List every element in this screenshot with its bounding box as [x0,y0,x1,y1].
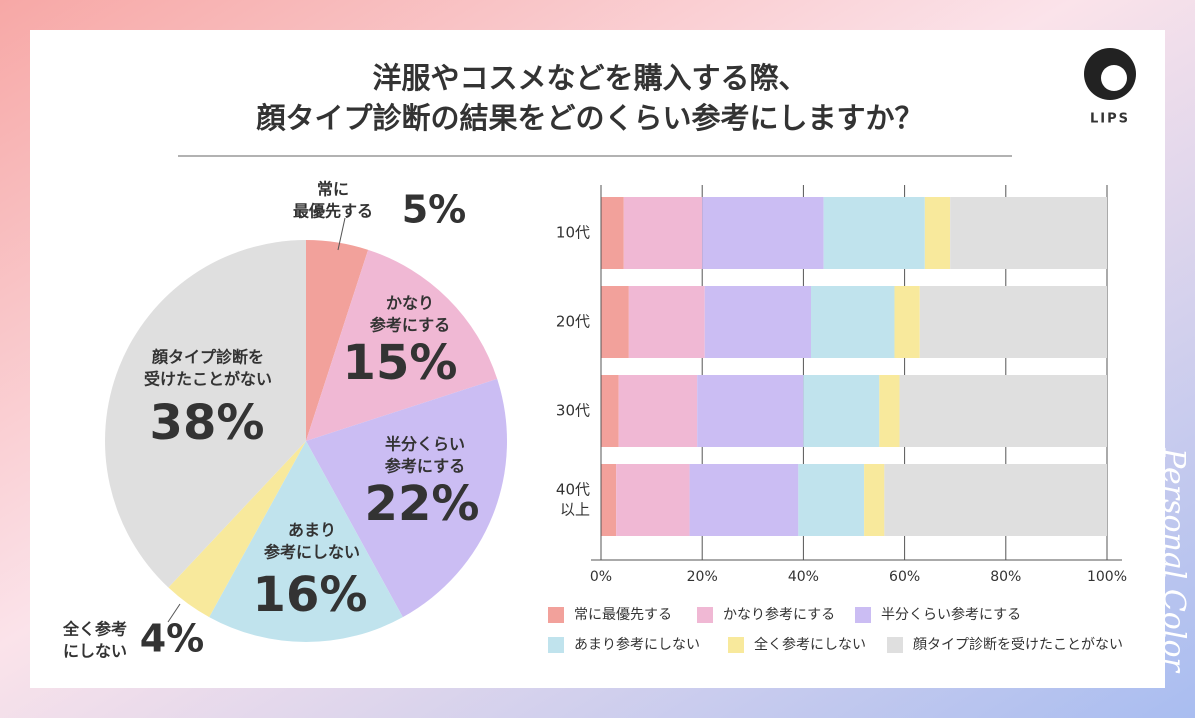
bar-segment [601,197,624,269]
slice-value-label: 15% [343,335,458,391]
slice-label: 参考にする [370,316,450,335]
bar-segment [864,464,885,536]
legend-label: あまり参考にしない [574,636,700,653]
slice-label: 顔タイプ診断を [151,348,264,367]
slice-label: 半分くらい [385,435,465,454]
slice-label: 受けたことがない [144,370,272,389]
bar-segment [899,375,1107,447]
pie-slice [168,441,306,618]
bar-segment [879,375,900,447]
slice-label: 最優先する [293,202,373,221]
bar-segment [950,197,1107,269]
legend-label: かなり参考にする [723,606,835,623]
legend-swatch [728,637,744,653]
x-tick-label: 100% [1087,569,1127,585]
legend-label: 常に最優先する [574,607,672,623]
legend-swatch [887,637,903,653]
x-tick-label: 80% [990,569,1021,585]
x-tick-label: 0% [590,569,612,585]
legend-swatch [697,607,713,623]
pie-slice [306,240,369,441]
bar-segment [628,286,705,358]
slice-label: 常に [317,180,349,199]
bar-segment [601,286,629,358]
legend-swatch [855,607,871,623]
bar-segment [884,464,1107,536]
bar-segment [894,286,920,358]
slice-label: 参考にする [385,457,465,476]
bar-segment [697,375,804,447]
leader-line [167,603,181,623]
bar-segment [689,464,799,536]
slice-label: かなり [386,294,434,313]
x-tick-label: 20% [687,569,718,585]
pie-slice [105,239,306,588]
bar-segment [704,286,811,358]
legend-swatch [548,607,564,623]
side-text: Personal Color [1156,447,1191,673]
bar-segment [616,464,690,536]
slice-value-label: 5% [402,188,467,232]
y-tick-label: 30代 [556,402,590,420]
bar-segment [618,375,698,447]
pie-slice [306,378,507,618]
bar-segment [601,375,619,447]
bar-segment [601,464,617,536]
slice-label: 参考にしない [264,543,360,562]
bar-segment [803,375,880,447]
legend-label: 半分くらい参考にする [881,606,1021,623]
title-line: 顔タイプ診断の結果をどのくらい参考にしますか？ [255,101,923,135]
slice-value-label: 16% [253,567,368,623]
legend-swatch [548,637,564,653]
slice-value-label: 4% [140,617,205,661]
bar-segment [798,464,865,536]
y-tick-label: 20代 [556,313,590,331]
bar-segment [924,197,951,269]
logo-text: LIPS [1090,112,1130,127]
pie-slice [306,249,498,441]
slice-value-label: 22% [365,476,480,532]
leader-line [337,217,346,251]
y-tick-label: 以上 [560,501,590,519]
pie-slice [209,441,403,642]
bar-segment [702,197,824,269]
slice-label: 全く参考 [62,620,127,639]
bar-segment [823,197,925,269]
bar-segment [919,286,1107,358]
slice-label: にしない [63,642,127,661]
x-tick-label: 60% [889,569,920,585]
bar-segment [623,197,703,269]
logo-mark [1101,65,1127,91]
legend-label: 顔タイプ診断を受けたことがない [913,637,1123,653]
slice-value-label: 38% [150,395,265,451]
x-tick-label: 40% [788,569,819,585]
bar-segment [810,286,895,358]
slice-label: あまり [288,521,336,540]
legend-label: 全く参考にしない [754,636,866,653]
y-tick-label: 10代 [556,224,590,242]
title-line: 洋服やコスメなどを購入する際、 [372,61,807,95]
y-tick-label: 40代 [556,481,590,499]
